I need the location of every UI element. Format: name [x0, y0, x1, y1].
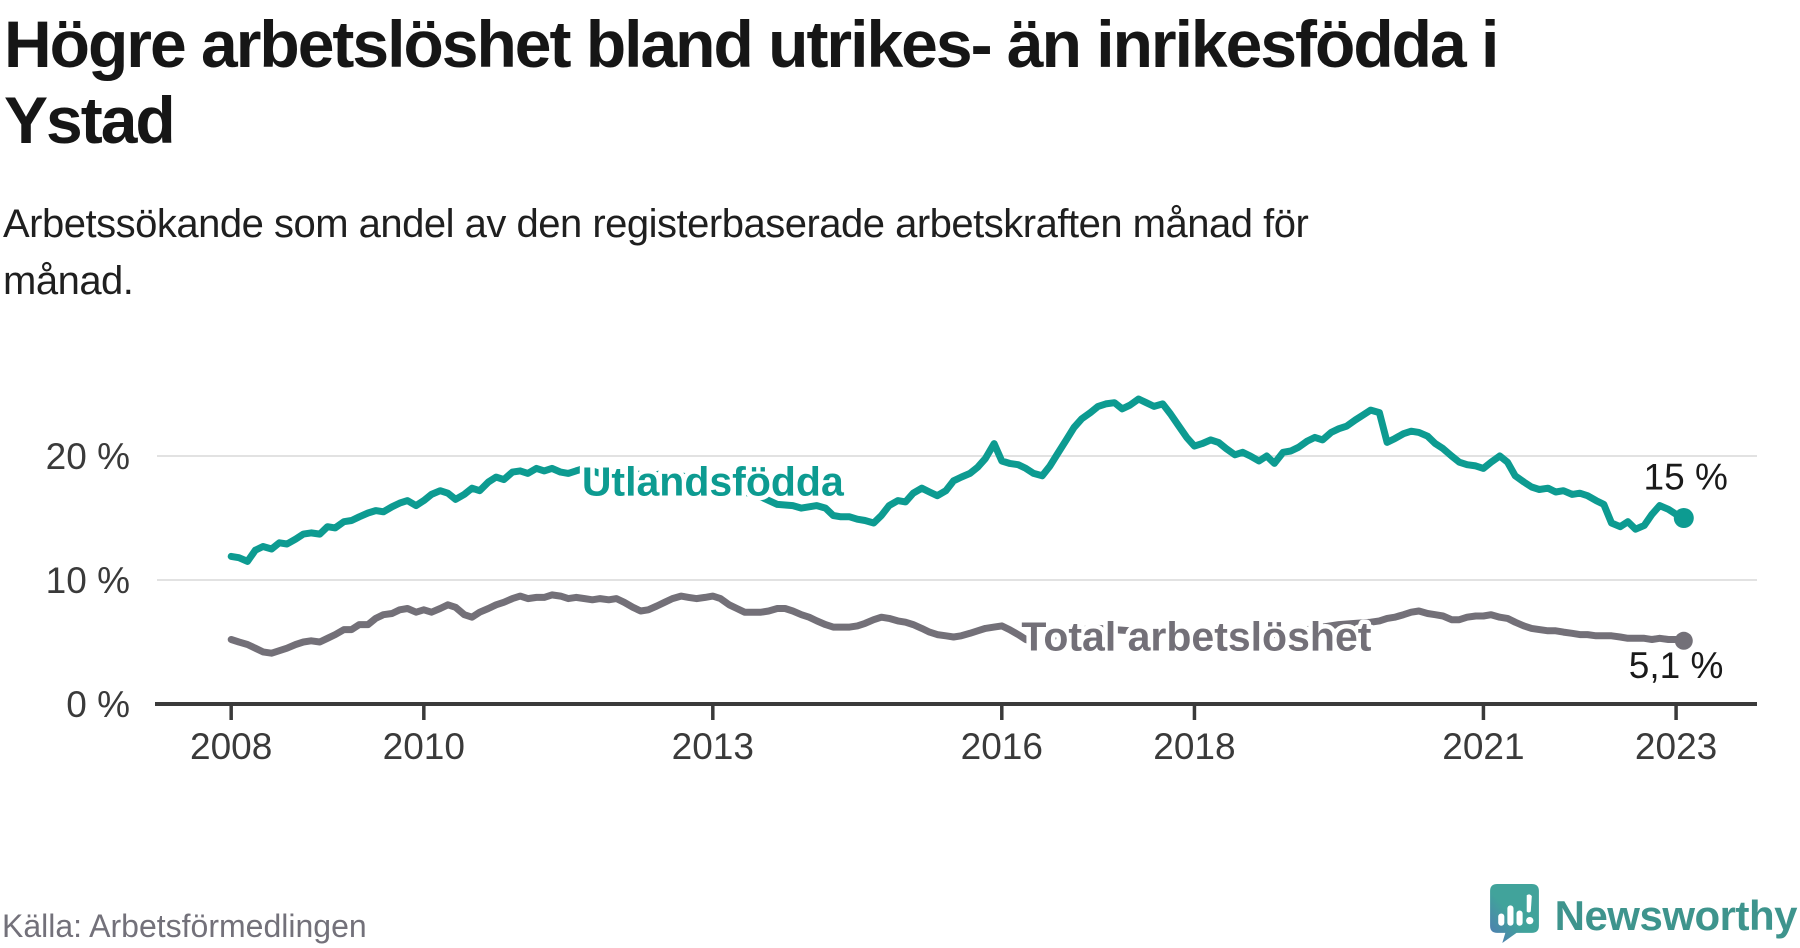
newsworthy-logo: Newsworthy — [1489, 884, 1798, 943]
value-annotation: 15 % — [1644, 456, 1728, 497]
brand-name: Newsworthy — [1554, 892, 1798, 939]
x-axis-tick-label: 2016 — [961, 726, 1043, 767]
series-label: Total arbetslöshet — [1021, 614, 1371, 660]
bar-chart-icon — [1516, 910, 1523, 926]
y-axis-tick-label: 0 % — [66, 684, 130, 725]
x-axis-tick-label: 2018 — [1153, 726, 1235, 767]
page-title: Högre arbetslöshet bland utrikes- än inr… — [4, 7, 1499, 157]
speech-bubble-icon — [1489, 884, 1539, 943]
exclamation-icon — [1526, 894, 1532, 913]
bar-chart-icon — [1497, 913, 1504, 926]
x-axis-tick-label: 2010 — [383, 726, 465, 767]
source-note: Källa: Arbetsförmedlingen — [2, 908, 367, 944]
series-label: Utlandsfödda — [582, 459, 845, 505]
series-line-utlandsfodda — [227, 395, 1688, 565]
y-axis-tick-label: 10 % — [46, 560, 130, 601]
series-line-total — [227, 591, 1688, 657]
x-axis-tick-label: 2023 — [1635, 726, 1717, 767]
unemployment-line-chart: 0 % 10 % 20 % 2008 2010 2013 2016 2018 2021 2023 U… — [46, 395, 1757, 767]
newsworthy-logo-icon — [1489, 884, 1539, 943]
y-axis-tick-label: 20 % — [46, 436, 130, 477]
series-end-dot — [1674, 631, 1693, 650]
exclamation-icon — [1525, 916, 1534, 925]
bar-chart-icon — [1506, 905, 1514, 926]
x-axis-tick-label: 2021 — [1442, 726, 1524, 767]
x-axis-tick-label: 2013 — [672, 726, 754, 767]
chart-subtitle: Arbetssökande som andel av den registerb… — [3, 202, 1309, 303]
x-axis-tick-label: 2008 — [190, 726, 272, 767]
value-annotation: 5,1 % — [1629, 645, 1724, 686]
series-end-dot — [1673, 508, 1694, 528]
